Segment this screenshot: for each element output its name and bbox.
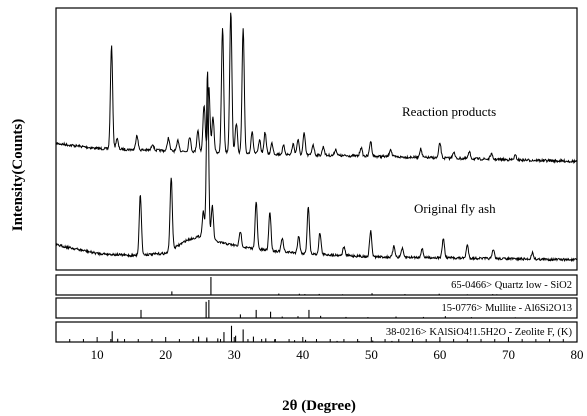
reference-panel-border	[55, 274, 578, 296]
reference-label: 38-0216> KAlSiO4!1.5H2O - Zeolite F, (K)	[386, 327, 573, 338]
x-tick-label: 30	[228, 347, 241, 362]
reference-label: 65-0466> Quartz low - SiO2	[451, 280, 572, 291]
reference-label: 15-0776> Mullite - Al6Si2O13	[442, 303, 572, 314]
x-tick-label: 20	[159, 347, 172, 362]
x-axis-label: 2θ (Degree)	[282, 398, 356, 414]
reference-panel-0: 65-0466> Quartz low - SiO2	[55, 274, 578, 296]
main-plot-frame	[55, 7, 578, 271]
reference-panel-1: 15-0776> Mullite - Al6Si2O13	[55, 297, 578, 319]
x-axis-ticks: 10 20 30 40 50 60 70 80	[55, 337, 584, 362]
diffraction-curves	[55, 12, 578, 263]
x-tick-label: 10	[91, 347, 104, 362]
series-reaction-products-line	[55, 12, 578, 165]
y-axis-label: Intensity(Counts)	[10, 119, 26, 232]
plot-border	[55, 7, 578, 271]
x-tick-label: 40	[296, 347, 309, 362]
x-tick-label: 70	[502, 347, 515, 362]
x-tick-label: 60	[433, 347, 446, 362]
x-tick-label: 50	[365, 347, 378, 362]
x-tick-label: 80	[571, 347, 584, 362]
reference-patterns: 65-0466> Quartz low - SiO2 15-0776> Mulli…	[55, 274, 578, 343]
annotation-original-fly-ash: Original fly ash	[414, 201, 496, 216]
series-original-fly-ash-line	[55, 71, 578, 263]
reference-panel-border	[55, 297, 578, 319]
annotation-reaction-products: Reaction products	[402, 104, 496, 119]
